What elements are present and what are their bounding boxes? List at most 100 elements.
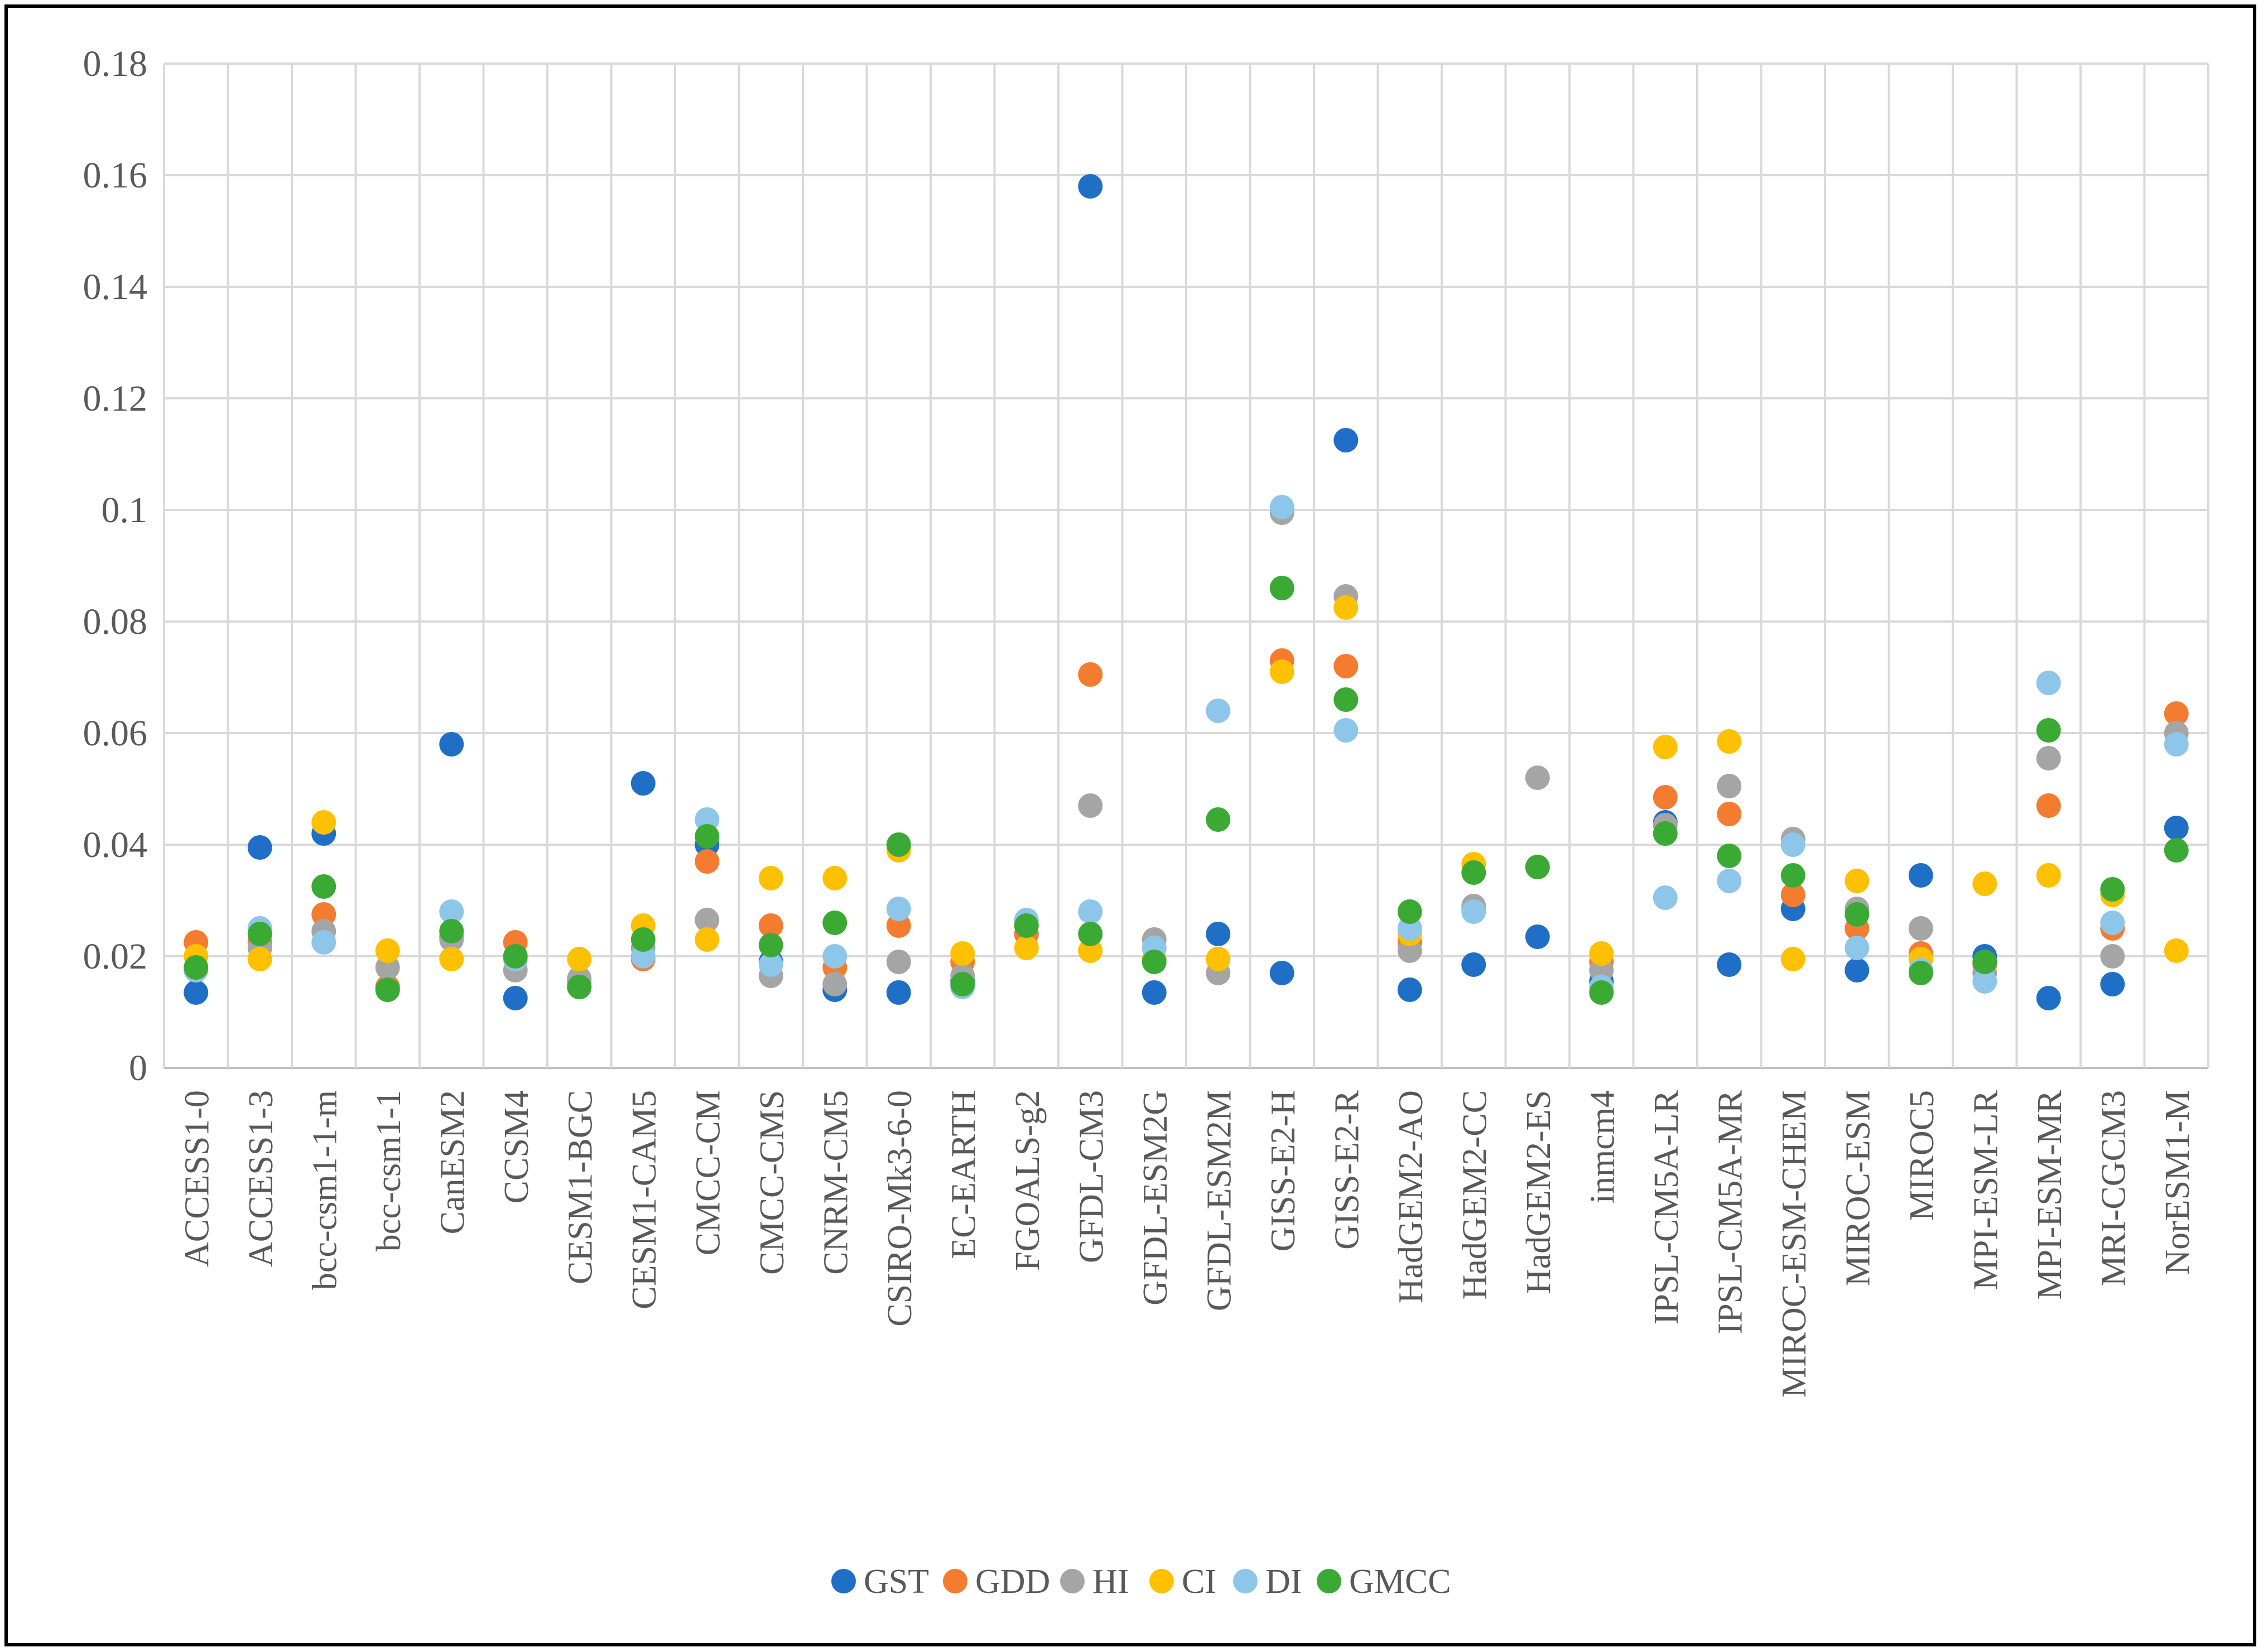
data-point-di: [2036, 671, 2061, 695]
data-point-di: [311, 930, 336, 955]
data-point-gmcc: [2036, 718, 2061, 743]
data-point-di: [758, 952, 783, 977]
data-point-gmcc: [1461, 860, 1486, 885]
data-point-ci: [1589, 941, 1614, 966]
data-point-di: [1717, 869, 1742, 893]
legend-label-ci: CI: [1182, 1563, 1216, 1601]
y-tick-label: 0.16: [83, 155, 148, 196]
x-tick-label: CESM1-CAM5: [625, 1090, 663, 1309]
x-tick-label: HadGEM2-AO: [1392, 1090, 1430, 1303]
data-point-gmcc: [1206, 807, 1231, 832]
data-point-di: [886, 897, 911, 921]
y-tick-label: 0.06: [83, 713, 148, 754]
x-tick-label: CESM1-BGC: [561, 1090, 599, 1284]
data-point-gdd: [1333, 654, 1359, 678]
data-point-ci: [247, 947, 272, 971]
x-tick-label: bcc-csm1-1-m: [306, 1090, 344, 1290]
data-point-hi: [2036, 746, 2061, 770]
data-point-gmcc: [567, 975, 592, 999]
data-point-ci: [311, 810, 336, 835]
data-point-ci: [1206, 947, 1231, 971]
data-point-ci: [695, 927, 720, 952]
data-point-gmcc: [375, 977, 400, 1002]
data-point-gst: [439, 732, 464, 757]
data-point-gst: [886, 980, 911, 1005]
data-point-ci: [2164, 938, 2189, 963]
x-tick-label: CMCC-CM: [689, 1090, 727, 1255]
data-point-gst: [1333, 428, 1359, 452]
x-tick-label: NorESM1-M: [2159, 1090, 2197, 1275]
data-point-ci: [1845, 869, 1870, 893]
data-point-gdd: [1653, 785, 1678, 810]
data-point-gdd: [2036, 793, 2061, 818]
x-tick-label: MIROC-ESM: [1839, 1090, 1877, 1286]
x-axis-ticks: ACCESS1-0 ACCESS1-3 bcc-csm1-1-m bcc-csm1-1…: [178, 1090, 2197, 1398]
scatter-chart: 0 0.02 0.04 0.06 0.08 0.1 0.12 0.14 0.16 0.18 ACC…: [83, 44, 2209, 1601]
data-point-ci: [1780, 947, 1805, 971]
data-point-gst: [2164, 816, 2189, 840]
data-point-gst: [184, 980, 209, 1005]
x-tick-label: MIROC5: [1903, 1090, 1941, 1221]
x-tick-label: MIROC-ESM-CHEM: [1775, 1090, 1813, 1398]
data-point-ci: [1972, 871, 1997, 896]
data-point-ci: [1333, 595, 1359, 620]
data-point-gst: [1908, 863, 1933, 888]
data-point-gmcc: [439, 919, 464, 943]
data-point-di: [439, 899, 464, 924]
data-point-gst: [1206, 922, 1231, 946]
data-point-ci: [2036, 863, 2061, 888]
data-point-hi: [2100, 944, 2125, 969]
data-point-di: [1972, 969, 1997, 994]
data-point-ci: [1717, 729, 1742, 754]
data-point-gmcc: [950, 972, 975, 996]
data-point-gst: [1078, 174, 1103, 199]
data-point-gst: [1397, 977, 1422, 1002]
x-tick-label: CMCC-CMS: [753, 1090, 791, 1275]
y-tick-label: 0.1: [102, 490, 148, 531]
data-point-ci: [1014, 936, 1039, 960]
data-point-di: [1333, 718, 1359, 743]
x-tick-label: EC-EARTH: [945, 1090, 983, 1259]
legend-marker-hi: [1060, 1569, 1085, 1593]
legend-label-gst: GST: [864, 1563, 929, 1601]
data-point-gmcc: [1269, 576, 1294, 600]
legend-marker-gst: [831, 1569, 856, 1593]
data-point-ci: [758, 866, 783, 890]
data-point-di: [1653, 885, 1678, 910]
data-point-gmcc: [1589, 980, 1614, 1005]
data-point-di: [1206, 699, 1231, 723]
data-point-gmcc: [1142, 950, 1167, 974]
y-tick-label: 0: [129, 1048, 147, 1089]
data-point-ci: [375, 938, 400, 963]
data-point-gmcc: [503, 944, 528, 969]
x-tick-label: GISS-E2-R: [1328, 1090, 1366, 1250]
data-point-gdd: [758, 913, 783, 938]
x-tick-label: IPSL-CM5A-MR: [1711, 1090, 1749, 1334]
legend-marker-ci: [1149, 1569, 1174, 1593]
data-point-gmcc: [1014, 913, 1039, 938]
data-point-gmcc: [1908, 961, 1933, 985]
x-tick-label: GFDL-ESM2G: [1137, 1090, 1174, 1306]
data-point-hi: [695, 908, 720, 932]
grid-layer: [163, 62, 2209, 1069]
data-point-gdd: [1780, 883, 1805, 907]
data-point-gmcc: [1972, 950, 1997, 974]
data-point-di: [2164, 732, 2189, 757]
legend-label-di: DI: [1265, 1563, 1302, 1601]
chart-frame: 0 0.02 0.04 0.06 0.08 0.1 0.12 0.14 0.16 0.18 ACC…: [4, 4, 2256, 1646]
x-tick-label: GFDL-ESM2M: [1200, 1090, 1238, 1311]
data-point-gst: [503, 986, 528, 1010]
y-tick-label: 0.18: [83, 44, 148, 84]
data-point-gdd: [1717, 802, 1742, 826]
y-axis-ticks: 0 0.02 0.04 0.06 0.08 0.1 0.12 0.14 0.16 0.18: [83, 44, 148, 1089]
data-points: [184, 174, 2189, 1010]
data-point-gst: [630, 771, 656, 796]
data-point-di: [1461, 899, 1486, 924]
data-point-gst: [1845, 958, 1870, 982]
data-point-hi: [1717, 774, 1742, 798]
data-point-gdd: [695, 849, 720, 874]
x-tick-label: IPSL-CM5A-LR: [1648, 1090, 1686, 1325]
x-tick-label: inmcm4: [1583, 1090, 1621, 1203]
data-point-hi: [1525, 765, 1550, 790]
legend: GST GDD HI CI DI GMCC: [831, 1563, 1451, 1601]
